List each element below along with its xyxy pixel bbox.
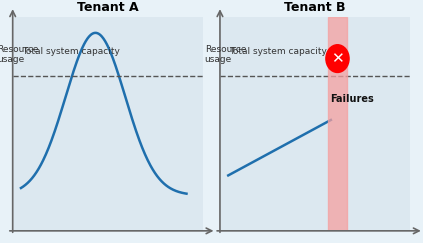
Text: Resource
usage: Resource usage — [0, 45, 39, 64]
Text: Failures: Failures — [330, 94, 374, 104]
Text: Resource
usage: Resource usage — [205, 45, 246, 64]
Circle shape — [326, 45, 349, 72]
Text: Total system capacity: Total system capacity — [229, 46, 327, 55]
Title: Tenant B: Tenant B — [284, 1, 346, 14]
Bar — [327, 17, 347, 231]
Text: ✕: ✕ — [331, 51, 344, 66]
Title: Tenant A: Tenant A — [77, 1, 139, 14]
Text: Total system capacity: Total system capacity — [22, 46, 120, 55]
